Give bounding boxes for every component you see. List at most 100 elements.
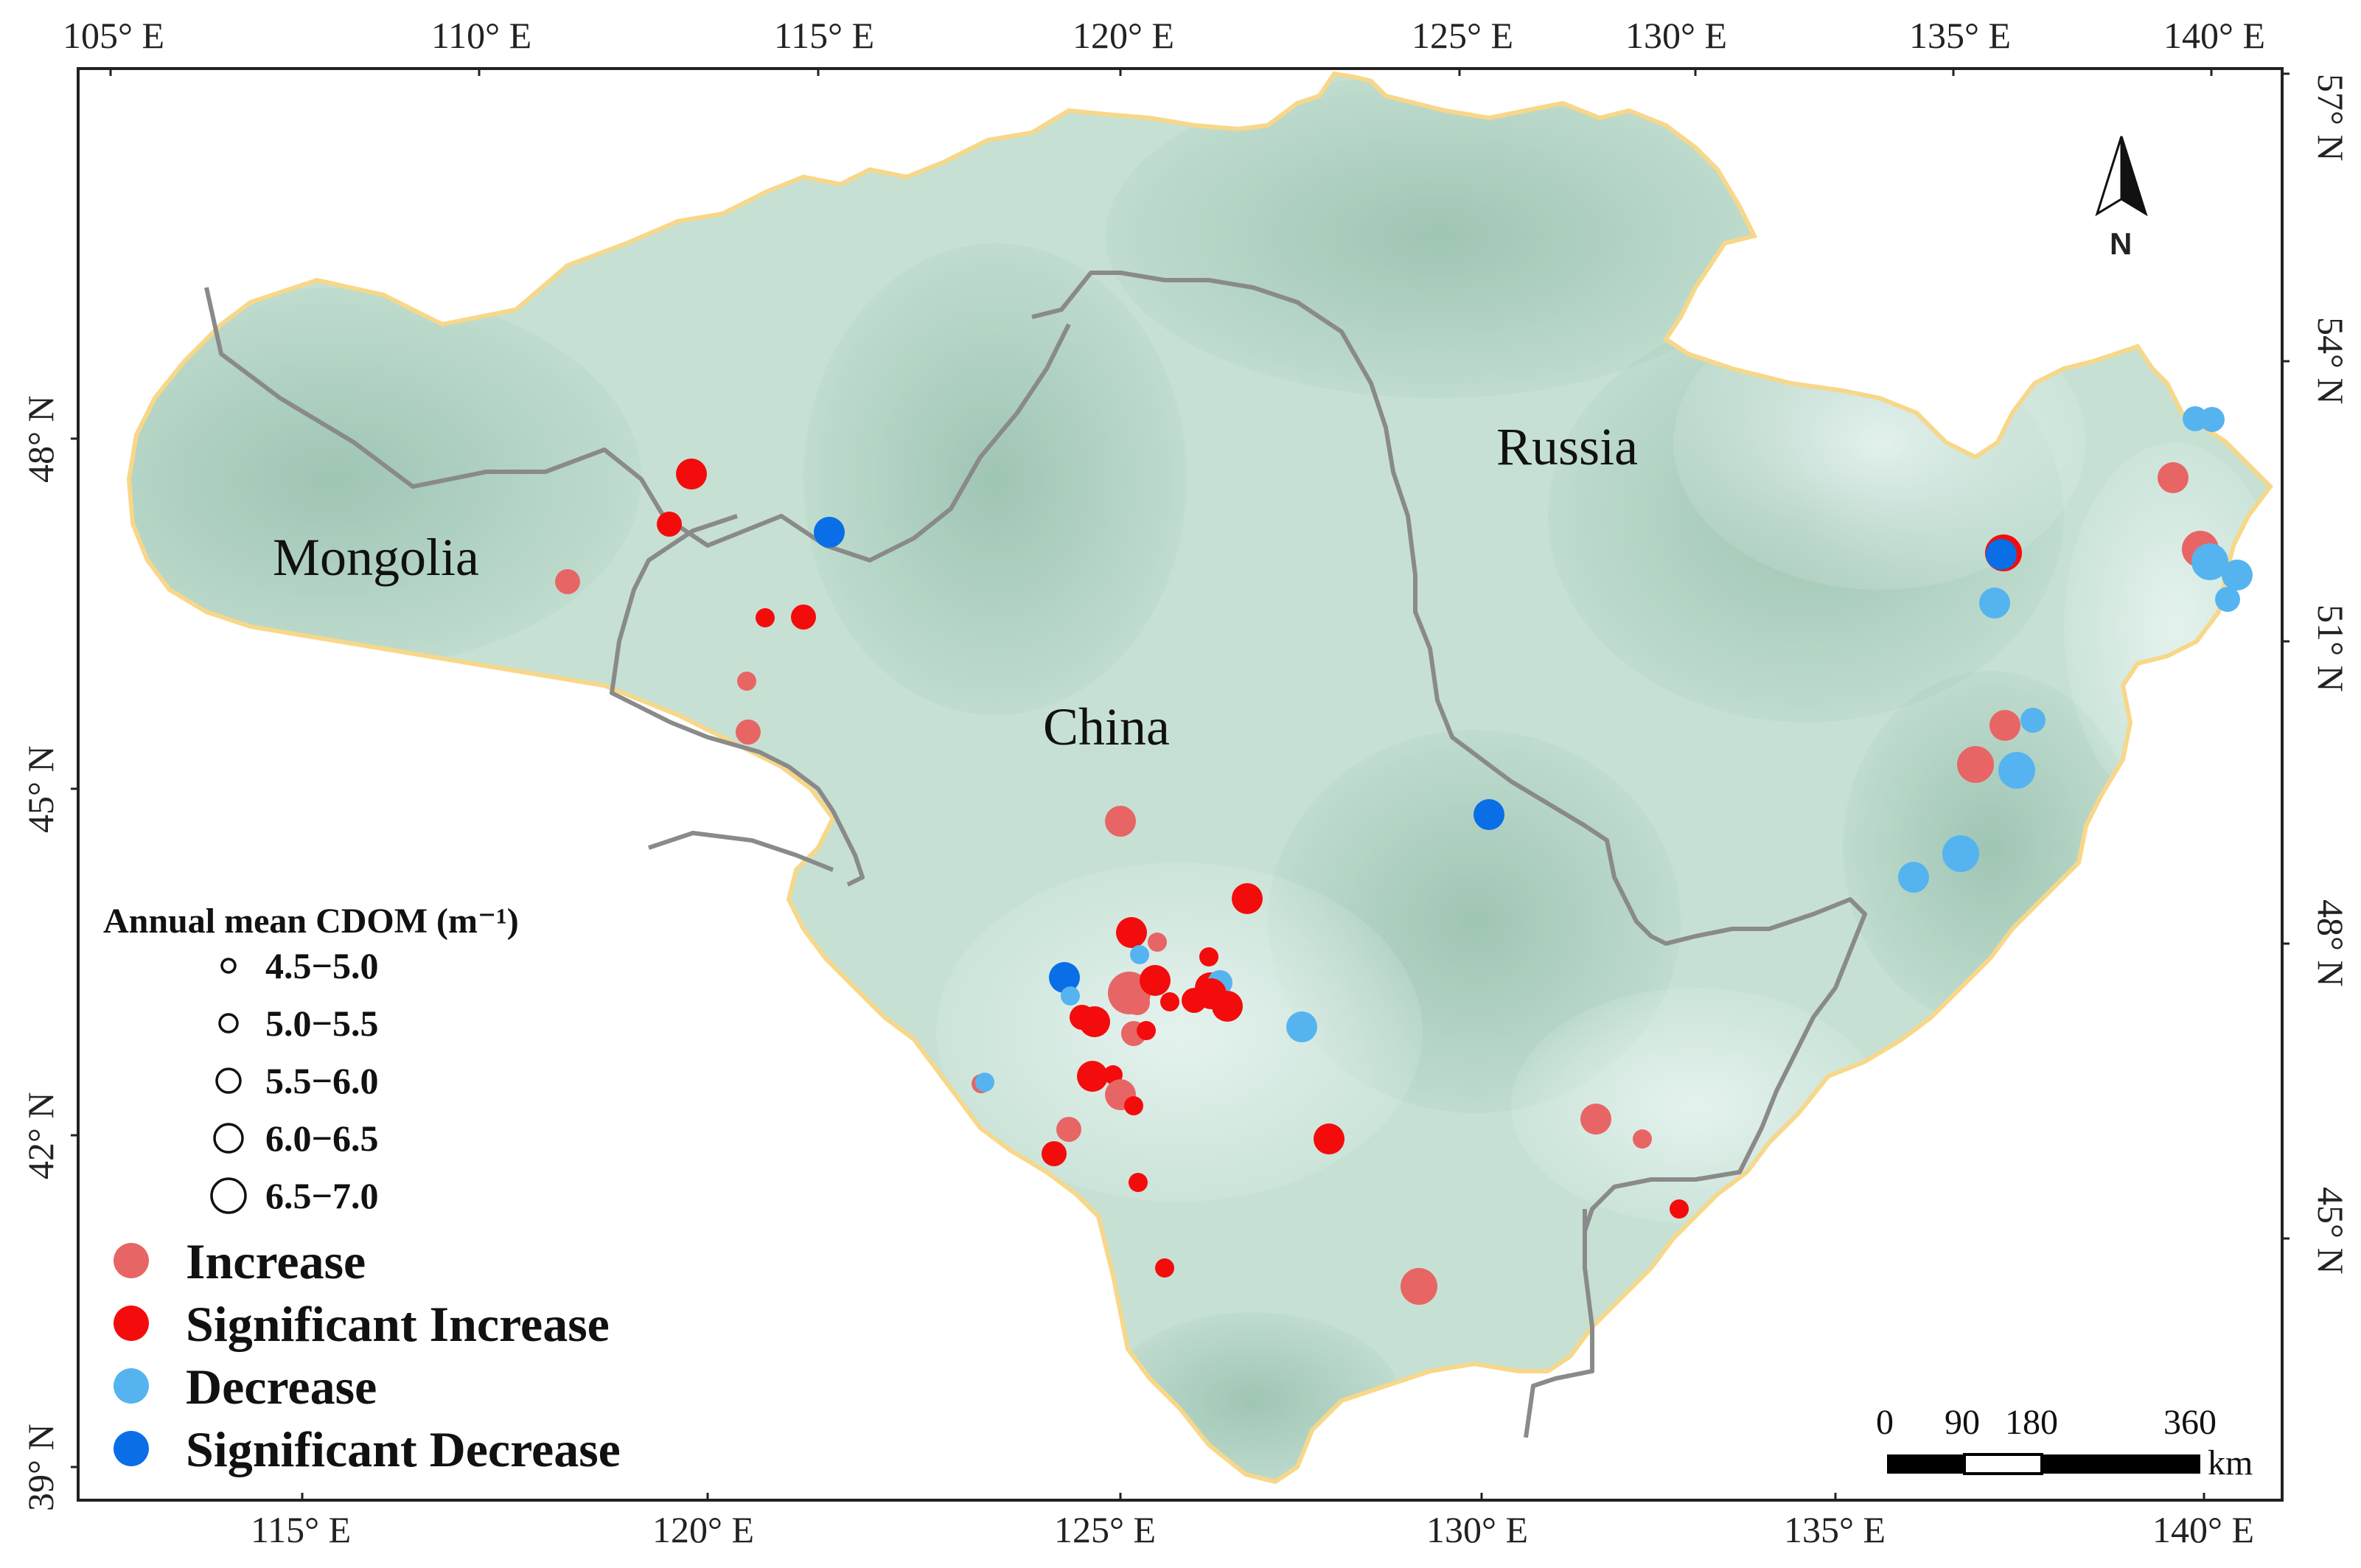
legend-title: Annual mean CDOM (m⁻¹) <box>103 902 519 941</box>
bottom-lon-label-120: 120° E <box>652 1509 754 1550</box>
bottom-axis <box>301 1493 2205 1500</box>
bottom-lon-label-130: 130° E <box>1426 1509 1528 1550</box>
site-marker-decrease <box>2200 407 2225 432</box>
top-lon-label-120: 120° E <box>1073 15 1174 56</box>
site-marker-decrease <box>2020 708 2046 733</box>
site-marker-significant-increase <box>1232 883 1263 914</box>
legend-size-circle-2 <box>218 1013 239 1034</box>
site-marker-significant-increase <box>676 459 707 489</box>
right-axis <box>2282 72 2289 1240</box>
right-lat-label-54: 54° N <box>2310 317 2351 405</box>
site-marker-significant-increase <box>1314 1123 1345 1154</box>
legend-trend-swatch-4 <box>114 1431 149 1466</box>
site-marker-significant-increase <box>1079 1006 1110 1037</box>
site-marker-increase <box>1401 1268 1437 1305</box>
site-marker-significant-decrease <box>1474 799 1504 830</box>
site-marker-increase <box>1989 710 2020 741</box>
site-marker-increase <box>555 569 580 594</box>
legend-size-classes: 4.5−5.0 5.0−5.5 5.5−6.0 6.0−6.5 6.5−7.0 <box>210 945 379 1216</box>
left-lat-label-39: 39° N <box>20 1424 61 1511</box>
site-marker-increase <box>1957 746 1994 783</box>
bottom-lon-label-135: 135° E <box>1784 1509 1886 1550</box>
left-lat-label-48: 48° N <box>20 395 61 483</box>
legend-trend-swatch-2 <box>114 1306 149 1341</box>
country-label-russia: Russia <box>1496 417 1638 476</box>
legend-size-label-1: 4.5−5.0 <box>265 945 379 986</box>
country-label-china: China <box>1043 697 1170 756</box>
scale-label-360: 360 <box>2163 1403 2217 1442</box>
top-lon-label-110: 110° E <box>431 15 531 56</box>
scale-label-180: 180 <box>2005 1403 2058 1442</box>
site-marker-significant-decrease <box>1986 539 2017 570</box>
scale-label-0: 0 <box>1876 1403 1894 1442</box>
legend-trend-label-1: Increase <box>186 1233 366 1289</box>
site-marker-increase <box>1105 806 1136 837</box>
site-marker-significant-decrease <box>1049 962 1080 993</box>
border-mongolia-china <box>610 514 865 887</box>
site-marker-significant-increase <box>1129 1173 1148 1192</box>
site-marker-significant-increase <box>657 512 682 537</box>
site-marker-increase <box>2158 462 2189 493</box>
border-china-nk <box>1524 1209 1594 1438</box>
site-marker-decrease <box>1942 835 1979 872</box>
sites-layer <box>555 406 2253 1305</box>
site-marker-decrease <box>1979 588 2010 619</box>
site-marker-significant-increase <box>1670 1199 1689 1219</box>
national-borders <box>204 271 1867 1438</box>
north-arrow-icon <box>2095 136 2123 217</box>
site-marker-significant-decrease <box>814 517 845 548</box>
legend-trend-swatch-3 <box>114 1368 149 1404</box>
legend-size-label-3: 5.5−6.0 <box>265 1060 379 1101</box>
site-marker-increase <box>1580 1104 1611 1135</box>
site-marker-significant-increase <box>791 604 816 630</box>
site-marker-decrease <box>1061 986 1080 1006</box>
scale-segment-1 <box>1887 1454 1964 1474</box>
site-marker-decrease <box>975 1073 994 1092</box>
site-marker-increase <box>1633 1129 1652 1149</box>
site-marker-decrease <box>1286 1011 1317 1042</box>
legend-trend-swatch-1 <box>114 1243 149 1278</box>
border-china-russia <box>1031 271 1867 1232</box>
top-lon-label-115: 115° E <box>774 15 874 56</box>
top-lon-label-105: 105° E <box>63 15 164 56</box>
site-marker-decrease <box>1130 945 1149 964</box>
site-marker-significant-increase <box>1124 1096 1143 1115</box>
north-arrow-label: N <box>2110 226 2132 261</box>
site-marker-significant-increase <box>756 608 775 627</box>
legend-trend-label-3: Decrease <box>186 1359 377 1415</box>
left-lat-label-42: 42° N <box>20 1092 61 1180</box>
bottom-lon-label-115: 115° E <box>251 1509 351 1550</box>
site-marker-significant-increase <box>1077 1061 1108 1092</box>
site-marker-significant-increase <box>1160 992 1179 1011</box>
left-axis <box>71 437 78 1468</box>
country-label-mongolia: Mongolia <box>273 528 479 587</box>
top-lon-label-140: 140° E <box>2163 15 2265 56</box>
site-marker-decrease <box>1998 752 2035 789</box>
top-axis <box>109 69 2213 76</box>
site-marker-significant-increase <box>1199 947 1218 966</box>
legend-trend-label-4: Significant Decrease <box>186 1421 621 1477</box>
site-marker-significant-increase <box>1212 991 1243 1022</box>
top-lon-label-125: 125° E <box>1412 15 1513 56</box>
bottom-lon-label-140: 140° E <box>2152 1509 2254 1550</box>
map-frame <box>77 67 2284 1502</box>
north-arrow: N <box>2095 136 2148 261</box>
site-marker-increase <box>1125 990 1150 1015</box>
site-marker-increase <box>736 719 761 745</box>
site-marker-significant-increase <box>1137 1021 1156 1040</box>
site-marker-decrease <box>2222 560 2253 590</box>
legend-size-label-5: 6.5−7.0 <box>265 1175 379 1216</box>
top-lon-label-130: 130° E <box>1625 15 1727 56</box>
site-marker-decrease <box>1898 862 1929 893</box>
site-marker-increase <box>1148 933 1167 952</box>
legend: Annual mean CDOM (m⁻¹) 4.5−5.0 5.0−5.5 5.5… <box>103 902 621 1477</box>
scale-unit: km <box>2208 1443 2253 1482</box>
legend-trend-label-2: Significant Increase <box>186 1296 610 1352</box>
legend-size-circle-1 <box>220 958 237 974</box>
bottom-lon-label-125: 125° E <box>1054 1509 1156 1550</box>
right-lat-label-51: 51° N <box>2310 604 2351 692</box>
top-lon-label-135: 135° E <box>1909 15 2011 56</box>
legend-trend-classes: Increase Significant Increase Decrease Sign… <box>114 1233 621 1477</box>
legend-size-label-2: 5.0−5.5 <box>265 1003 379 1044</box>
